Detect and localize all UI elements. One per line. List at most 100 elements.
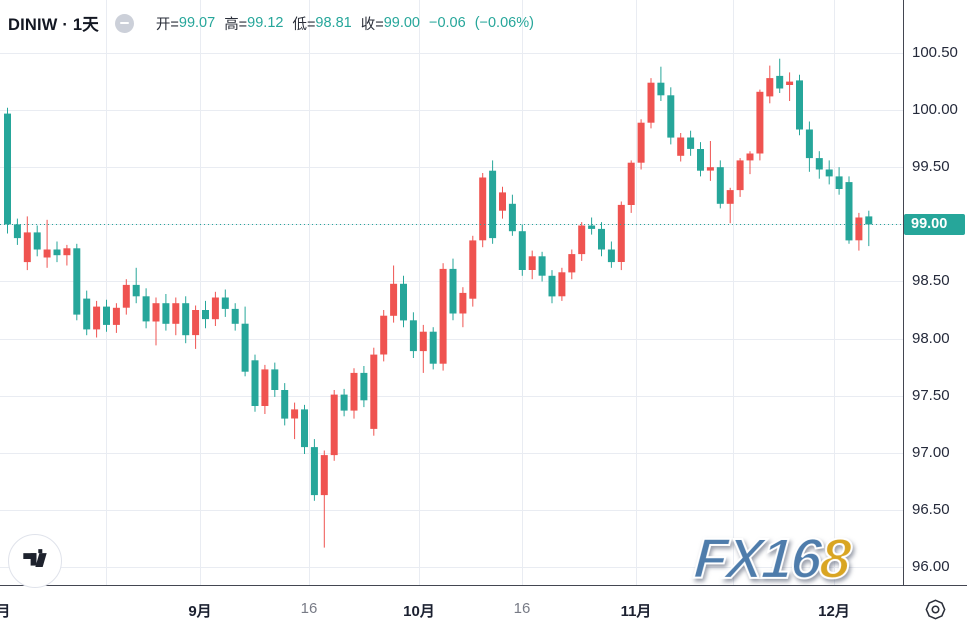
candle-body[interactable]: [835, 176, 843, 189]
candle-body[interactable]: [13, 224, 21, 239]
candle-body[interactable]: [370, 354, 378, 429]
candle-body[interactable]: [380, 315, 388, 355]
candle-body[interactable]: [172, 303, 180, 324]
candle-body[interactable]: [736, 160, 744, 191]
candle-body[interactable]: [538, 256, 546, 276]
candle-body[interactable]: [202, 310, 209, 320]
candle-body[interactable]: [390, 283, 398, 316]
candle-body[interactable]: [142, 296, 150, 322]
candle-body[interactable]: [756, 91, 764, 154]
candle-body[interactable]: [607, 249, 615, 263]
candle-body[interactable]: [647, 82, 655, 123]
candle-body[interactable]: [469, 240, 477, 299]
candle-body[interactable]: [132, 284, 140, 297]
candle-body[interactable]: [815, 158, 823, 170]
candle-body[interactable]: [330, 394, 338, 456]
current-price-badge: 99.00: [904, 214, 965, 235]
candlestick-chart[interactable]: [0, 0, 903, 585]
candle-body[interactable]: [568, 254, 576, 273]
candle-body[interactable]: [746, 153, 754, 161]
candle-body[interactable]: [281, 390, 289, 419]
candle-body[interactable]: [479, 177, 487, 241]
candle-body[interactable]: [548, 275, 556, 297]
candle-body[interactable]: [716, 167, 724, 204]
candle-body[interactable]: [221, 297, 229, 309]
candle-body[interactable]: [598, 228, 605, 250]
candle-body[interactable]: [182, 303, 190, 336]
candle-body[interactable]: [360, 372, 368, 401]
price-axis-label: 99.50: [912, 158, 950, 175]
candle-body[interactable]: [231, 308, 239, 324]
candle-body[interactable]: [578, 225, 586, 255]
tradingview-logo[interactable]: [8, 534, 62, 588]
candle-body[interactable]: [508, 203, 516, 232]
candle-body[interactable]: [627, 162, 635, 205]
candle-body[interactable]: [301, 409, 308, 448]
candle-body[interactable]: [687, 137, 695, 149]
candle-body[interactable]: [776, 75, 784, 89]
candle-body[interactable]: [152, 303, 160, 322]
candle-body[interactable]: [53, 249, 61, 256]
candle-body[interactable]: [697, 149, 704, 171]
candle-body[interactable]: [637, 122, 645, 163]
candle-body[interactable]: [588, 225, 596, 229]
symbol-title[interactable]: DINIW · 1天: [8, 16, 99, 34]
candle-body[interactable]: [400, 283, 407, 321]
high-label: 高=: [224, 16, 248, 33]
candle-body[interactable]: [667, 95, 675, 138]
candle-body[interactable]: [251, 360, 259, 406]
candle-body[interactable]: [805, 129, 813, 159]
price-axis-label: 97.50: [912, 387, 950, 404]
candle-body[interactable]: [73, 248, 81, 315]
candle-body[interactable]: [449, 268, 457, 314]
candle-body[interactable]: [241, 323, 249, 372]
candle-body[interactable]: [33, 232, 41, 250]
candle-body[interactable]: [350, 372, 358, 411]
candle-body[interactable]: [439, 268, 447, 364]
candle-body[interactable]: [726, 190, 734, 204]
candle-body[interactable]: [310, 447, 318, 496]
candle-body[interactable]: [657, 82, 665, 96]
candle-body[interactable]: [320, 455, 328, 496]
candle-body[interactable]: [706, 167, 714, 171]
candle-body[interactable]: [825, 169, 833, 177]
candle-body[interactable]: [528, 256, 536, 270]
axis-settings-button[interactable]: [923, 597, 948, 625]
candle-body[interactable]: [796, 80, 803, 130]
candle-body[interactable]: [855, 217, 863, 241]
candle-body[interactable]: [677, 137, 685, 156]
candle-body[interactable]: [499, 192, 506, 211]
candle-body[interactable]: [291, 409, 299, 419]
candle-body[interactable]: [4, 113, 11, 225]
candle-body[interactable]: [211, 297, 219, 320]
candle-body[interactable]: [489, 170, 497, 239]
collapse-legend-button[interactable]: [114, 13, 134, 33]
candle-body[interactable]: [419, 331, 427, 352]
candle-body[interactable]: [340, 394, 348, 411]
candle-body[interactable]: [518, 231, 526, 270]
candle-body[interactable]: [192, 310, 200, 336]
candle-body[interactable]: [23, 232, 31, 263]
candle-body[interactable]: [845, 182, 853, 241]
candle-body[interactable]: [43, 249, 51, 258]
high-value: 99.12: [247, 15, 284, 31]
candle-body[interactable]: [786, 81, 794, 85]
candle-body[interactable]: [558, 272, 566, 297]
candle-body[interactable]: [261, 369, 269, 406]
candle-body[interactable]: [766, 78, 774, 97]
candle-body[interactable]: [83, 298, 91, 330]
time-axis[interactable]: 月 9月 16 10月 16 11月 12月: [0, 586, 903, 635]
candle-body[interactable]: [162, 303, 170, 324]
candle-body[interactable]: [112, 307, 120, 325]
candle-body[interactable]: [122, 284, 130, 308]
candle-body[interactable]: [459, 292, 467, 314]
candle-body[interactable]: [93, 306, 101, 330]
candle-body[interactable]: [63, 248, 71, 256]
candle-body[interactable]: [617, 204, 625, 262]
candle-body[interactable]: [271, 369, 279, 390]
candle-body[interactable]: [409, 320, 417, 352]
candle-body[interactable]: [429, 331, 437, 364]
price-axis[interactable]: 100.50 100.00 99.50 99.00 98.50 98.00 97.50 97.…: [903, 0, 967, 585]
candle-body[interactable]: [103, 306, 110, 325]
candle-body[interactable]: [865, 216, 873, 225]
